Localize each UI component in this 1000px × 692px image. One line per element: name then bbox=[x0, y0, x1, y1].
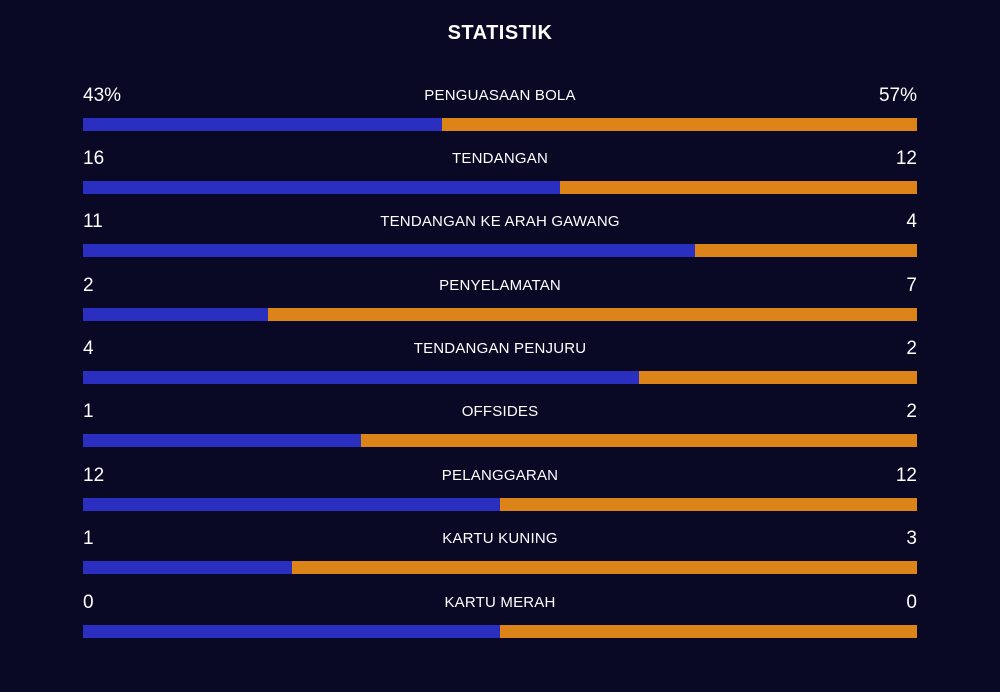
stat-bar-right-fill bbox=[694, 244, 917, 257]
stat-right-value: 3 bbox=[906, 528, 917, 549]
stat-left-value: 1 bbox=[83, 401, 94, 422]
stat-left-value: 12 bbox=[83, 465, 105, 486]
stat-bar-left-fill bbox=[83, 434, 361, 447]
stat-left-value: 2 bbox=[83, 275, 94, 296]
stat-right-value: 0 bbox=[906, 592, 917, 613]
stat-row-saves: 2 PENYELAMATAN 7 bbox=[83, 273, 917, 329]
stat-label: OFFSIDES bbox=[461, 403, 539, 420]
stat-bar bbox=[83, 118, 917, 131]
stat-bar-left-fill bbox=[83, 118, 442, 131]
stat-row-shots-on-target: 11 TENDANGAN KE ARAH GAWANG 4 bbox=[83, 209, 917, 265]
stat-left-value: 16 bbox=[83, 148, 105, 169]
stat-bar-left-fill bbox=[83, 625, 500, 638]
stat-bar-right-fill bbox=[291, 561, 917, 574]
stat-bar-right-fill bbox=[639, 371, 917, 384]
stat-bar-right-fill bbox=[559, 181, 917, 194]
stat-row-red-cards: 0 KARTU MERAH 0 bbox=[83, 590, 917, 646]
stat-bar-right-fill bbox=[500, 625, 917, 638]
stat-label: PENGUASAAN BOLA bbox=[424, 87, 576, 104]
stat-bar-right-fill bbox=[268, 308, 917, 321]
stat-left-value: 4 bbox=[83, 338, 94, 359]
stat-bar bbox=[83, 498, 917, 511]
stat-label: TENDANGAN KE ARAH GAWANG bbox=[380, 213, 620, 230]
stat-bar bbox=[83, 181, 917, 194]
stat-bar bbox=[83, 625, 917, 638]
stat-bar-right-fill bbox=[360, 434, 917, 447]
stat-right-value: 12 bbox=[895, 465, 917, 486]
stat-row-possession: 43% PENGUASAAN BOLA 57% bbox=[83, 83, 917, 139]
stat-label: PENYELAMATAN bbox=[439, 277, 561, 294]
stat-bar-left-fill bbox=[83, 308, 269, 321]
stat-row-fouls: 12 PELANGGARAN 12 bbox=[83, 463, 917, 519]
stat-right-value: 7 bbox=[906, 275, 917, 296]
stat-bar-right-fill bbox=[441, 118, 917, 131]
stat-right-value: 2 bbox=[906, 401, 917, 422]
stats-title: STATISTIK bbox=[447, 22, 553, 44]
stat-right-value: 4 bbox=[906, 211, 917, 232]
stat-left-value: 43% bbox=[83, 85, 122, 106]
stat-left-value: 1 bbox=[83, 528, 94, 549]
stat-bar bbox=[83, 244, 917, 257]
stat-right-value: 12 bbox=[895, 148, 917, 169]
stat-bar-left-fill bbox=[83, 244, 695, 257]
stat-row-shots: 16 TENDANGAN 12 bbox=[83, 146, 917, 202]
stat-label: TENDANGAN PENJURU bbox=[413, 340, 587, 357]
stat-right-value: 57% bbox=[878, 85, 917, 106]
stat-bar-left-fill bbox=[83, 371, 640, 384]
stat-left-value: 11 bbox=[83, 211, 103, 232]
stat-bar-left-fill bbox=[83, 561, 292, 574]
stat-label: KARTU KUNING bbox=[442, 530, 558, 547]
stat-left-value: 0 bbox=[83, 592, 94, 613]
stat-label: PELANGGARAN bbox=[441, 467, 559, 484]
stat-bar bbox=[83, 434, 917, 447]
stat-label: KARTU MERAH bbox=[444, 594, 556, 611]
stat-right-value: 2 bbox=[906, 338, 917, 359]
stat-row-offsides: 1 OFFSIDES 2 bbox=[83, 399, 917, 455]
stat-row-corners: 4 TENDANGAN PENJURU 2 bbox=[83, 336, 917, 392]
stat-label: TENDANGAN bbox=[452, 150, 548, 167]
stat-bar bbox=[83, 371, 917, 384]
stat-bar bbox=[83, 308, 917, 321]
stat-bar-left-fill bbox=[83, 498, 500, 511]
stat-bar-left-fill bbox=[83, 181, 560, 194]
stat-row-yellow-cards: 1 KARTU KUNING 3 bbox=[83, 526, 917, 582]
stat-bar bbox=[83, 561, 917, 574]
stat-bar-right-fill bbox=[500, 498, 917, 511]
